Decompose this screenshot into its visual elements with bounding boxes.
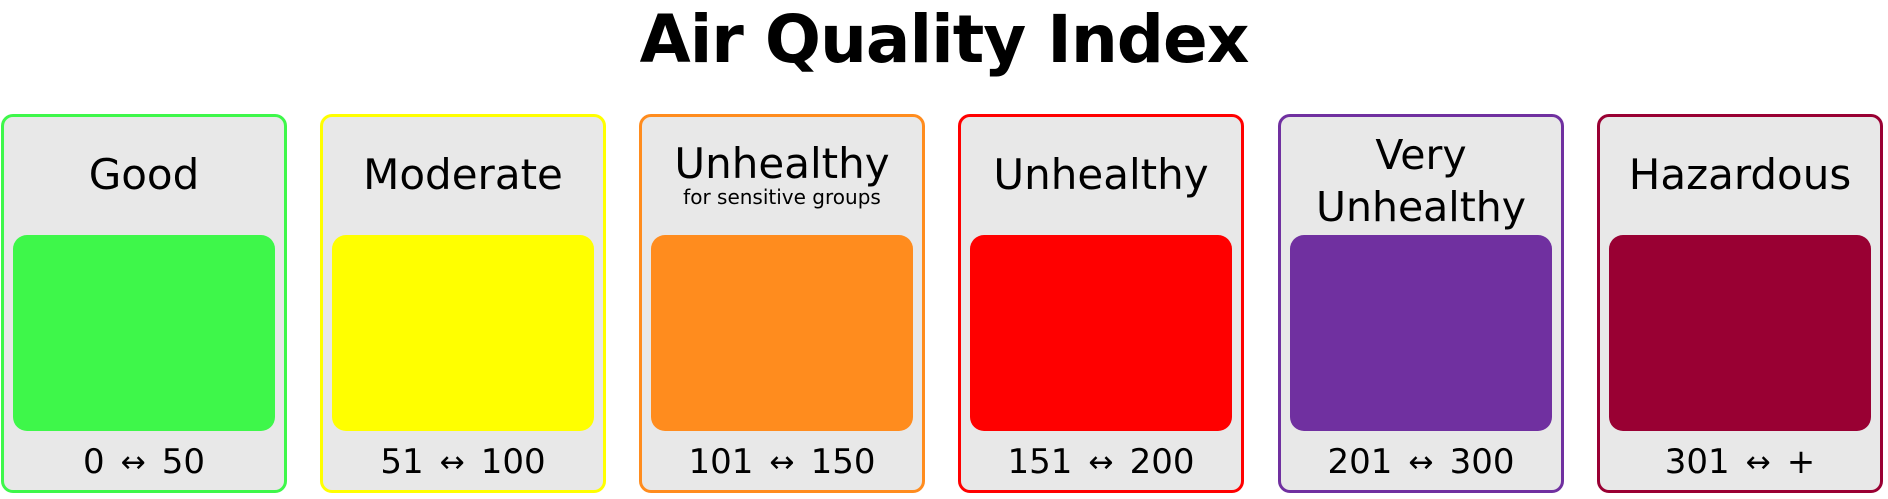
color-swatch — [1290, 235, 1552, 431]
range-arrow-icon: ↔ — [1745, 444, 1771, 480]
card-name: Very Unhealthy — [1316, 129, 1526, 233]
aqi-range: 151 ↔ 200 — [961, 439, 1241, 485]
range-high: 300 — [1449, 442, 1515, 482]
aqi-card-unhealthy-sensitive: Unhealthy for sensitive groups 101 ↔ 150 — [639, 114, 925, 493]
range-high: 200 — [1129, 442, 1195, 482]
card-label: Unhealthy — [961, 117, 1241, 233]
range-low: 301 — [1664, 442, 1730, 482]
range-low: 51 — [380, 442, 424, 482]
card-subtitle: for sensitive groups — [683, 185, 881, 209]
aqi-card-row: Good 0 ↔ 50 Moderate 51 ↔ 100 Unhealthy … — [1, 114, 1887, 497]
aqi-card-unhealthy: Unhealthy 151 ↔ 200 — [958, 114, 1244, 493]
color-swatch — [332, 235, 594, 431]
card-label: Good — [4, 117, 284, 233]
range-arrow-icon: ↔ — [120, 444, 146, 480]
aqi-range: 201 ↔ 300 — [1281, 439, 1561, 485]
aqi-range: 301 ↔ + — [1600, 439, 1880, 485]
aqi-card-moderate: Moderate 51 ↔ 100 — [320, 114, 606, 493]
range-low: 101 — [688, 442, 754, 482]
range-arrow-icon: ↔ — [1088, 444, 1114, 480]
range-low: 0 — [82, 442, 105, 482]
color-swatch — [970, 235, 1232, 431]
range-low: 201 — [1327, 442, 1393, 482]
range-arrow-icon: ↔ — [439, 444, 465, 480]
card-name: Moderate — [363, 150, 563, 199]
card-name-line-2: Unhealthy — [1315, 183, 1527, 231]
aqi-range: 0 ↔ 50 — [4, 439, 284, 485]
card-name-line-1: Very — [1375, 131, 1467, 179]
card-name: Good — [88, 150, 200, 199]
card-label: Unhealthy for sensitive groups — [642, 117, 922, 233]
color-swatch — [13, 235, 275, 431]
range-arrow-icon: ↔ — [769, 444, 795, 480]
card-name: Unhealthy — [674, 139, 890, 188]
color-swatch — [651, 235, 913, 431]
range-high: + — [1786, 442, 1816, 482]
card-name: Hazardous — [1628, 150, 1852, 199]
card-label: Moderate — [323, 117, 603, 233]
aqi-card-good: Good 0 ↔ 50 — [1, 114, 287, 493]
range-low: 151 — [1007, 442, 1073, 482]
card-label: Hazardous — [1600, 117, 1880, 233]
aqi-range: 101 ↔ 150 — [642, 439, 922, 485]
aqi-range: 51 ↔ 100 — [323, 439, 603, 485]
page-title: Air Quality Index — [639, 1, 1250, 78]
aqi-card-hazardous: Hazardous 301 ↔ + — [1597, 114, 1883, 493]
range-high: 150 — [810, 442, 876, 482]
range-high: 100 — [480, 442, 546, 482]
card-label: Very Unhealthy — [1281, 117, 1561, 233]
range-arrow-icon: ↔ — [1408, 444, 1434, 480]
aqi-card-very-unhealthy: Very Unhealthy 201 ↔ 300 — [1278, 114, 1564, 493]
color-swatch — [1609, 235, 1871, 431]
range-high: 50 — [161, 442, 206, 482]
card-name: Unhealthy — [993, 150, 1209, 199]
